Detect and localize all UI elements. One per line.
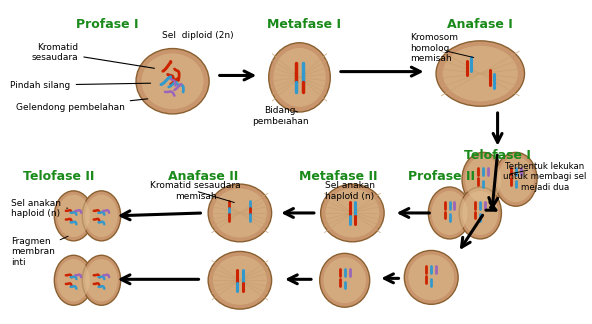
Ellipse shape (436, 41, 525, 106)
Ellipse shape (320, 253, 369, 307)
Ellipse shape (323, 257, 366, 303)
Ellipse shape (57, 259, 90, 302)
Ellipse shape (495, 152, 537, 206)
Ellipse shape (462, 152, 504, 206)
Text: Kromatid
sesaudara: Kromatid sesaudara (32, 43, 155, 68)
Text: Pindah silang: Pindah silang (11, 81, 150, 89)
Text: Gelendong pembelahan: Gelendong pembelahan (16, 99, 147, 112)
Text: Terbentuk lekukan
untuk membagi sel
mejadi dua: Terbentuk lekukan untuk membagi sel meja… (503, 162, 587, 192)
Text: Profase II: Profase II (408, 170, 475, 183)
Ellipse shape (465, 156, 501, 202)
Ellipse shape (498, 156, 534, 202)
Ellipse shape (429, 187, 471, 239)
Text: Fragmen
membran
inti: Fragmen membran inti (11, 236, 68, 267)
Ellipse shape (136, 49, 209, 114)
Ellipse shape (141, 53, 204, 109)
Ellipse shape (82, 255, 121, 305)
Text: Sel  diploid (2n): Sel diploid (2n) (162, 31, 233, 40)
Ellipse shape (408, 255, 454, 300)
Text: Anafase II: Anafase II (168, 170, 239, 183)
Text: Metafase I: Metafase I (268, 18, 342, 31)
Ellipse shape (459, 187, 501, 239)
Ellipse shape (274, 48, 326, 107)
Text: Metafase II: Metafase II (299, 170, 377, 183)
Text: Kromatid sesaudara
memisah: Kromatid sesaudara memisah (150, 181, 241, 202)
Text: Kromosom
homolog
memisah: Kromosom homolog memisah (410, 33, 458, 63)
Ellipse shape (443, 46, 518, 101)
Ellipse shape (321, 184, 384, 242)
Text: Telofase II: Telofase II (24, 170, 95, 183)
Ellipse shape (57, 195, 90, 237)
Ellipse shape (82, 191, 121, 241)
Ellipse shape (404, 250, 458, 304)
Ellipse shape (208, 251, 272, 309)
Ellipse shape (85, 259, 118, 302)
Text: Anafase I: Anafase I (448, 18, 513, 31)
Ellipse shape (432, 191, 468, 235)
Text: Sel anakan
haploid (n): Sel anakan haploid (n) (11, 199, 67, 218)
Ellipse shape (54, 191, 93, 241)
Text: Bidang
pembeıahan: Bidang pembeıahan (252, 106, 308, 126)
Ellipse shape (462, 191, 498, 235)
Text: Profase I: Profase I (76, 18, 139, 31)
Text: Telofase I: Telofase I (464, 148, 531, 162)
Ellipse shape (208, 184, 272, 242)
Ellipse shape (213, 256, 267, 305)
Ellipse shape (54, 255, 93, 305)
Ellipse shape (213, 189, 267, 237)
Ellipse shape (326, 189, 379, 237)
Ellipse shape (269, 43, 330, 112)
Ellipse shape (85, 195, 118, 237)
Text: Sel anakan
haploid (n): Sel anakan haploid (n) (324, 181, 375, 201)
